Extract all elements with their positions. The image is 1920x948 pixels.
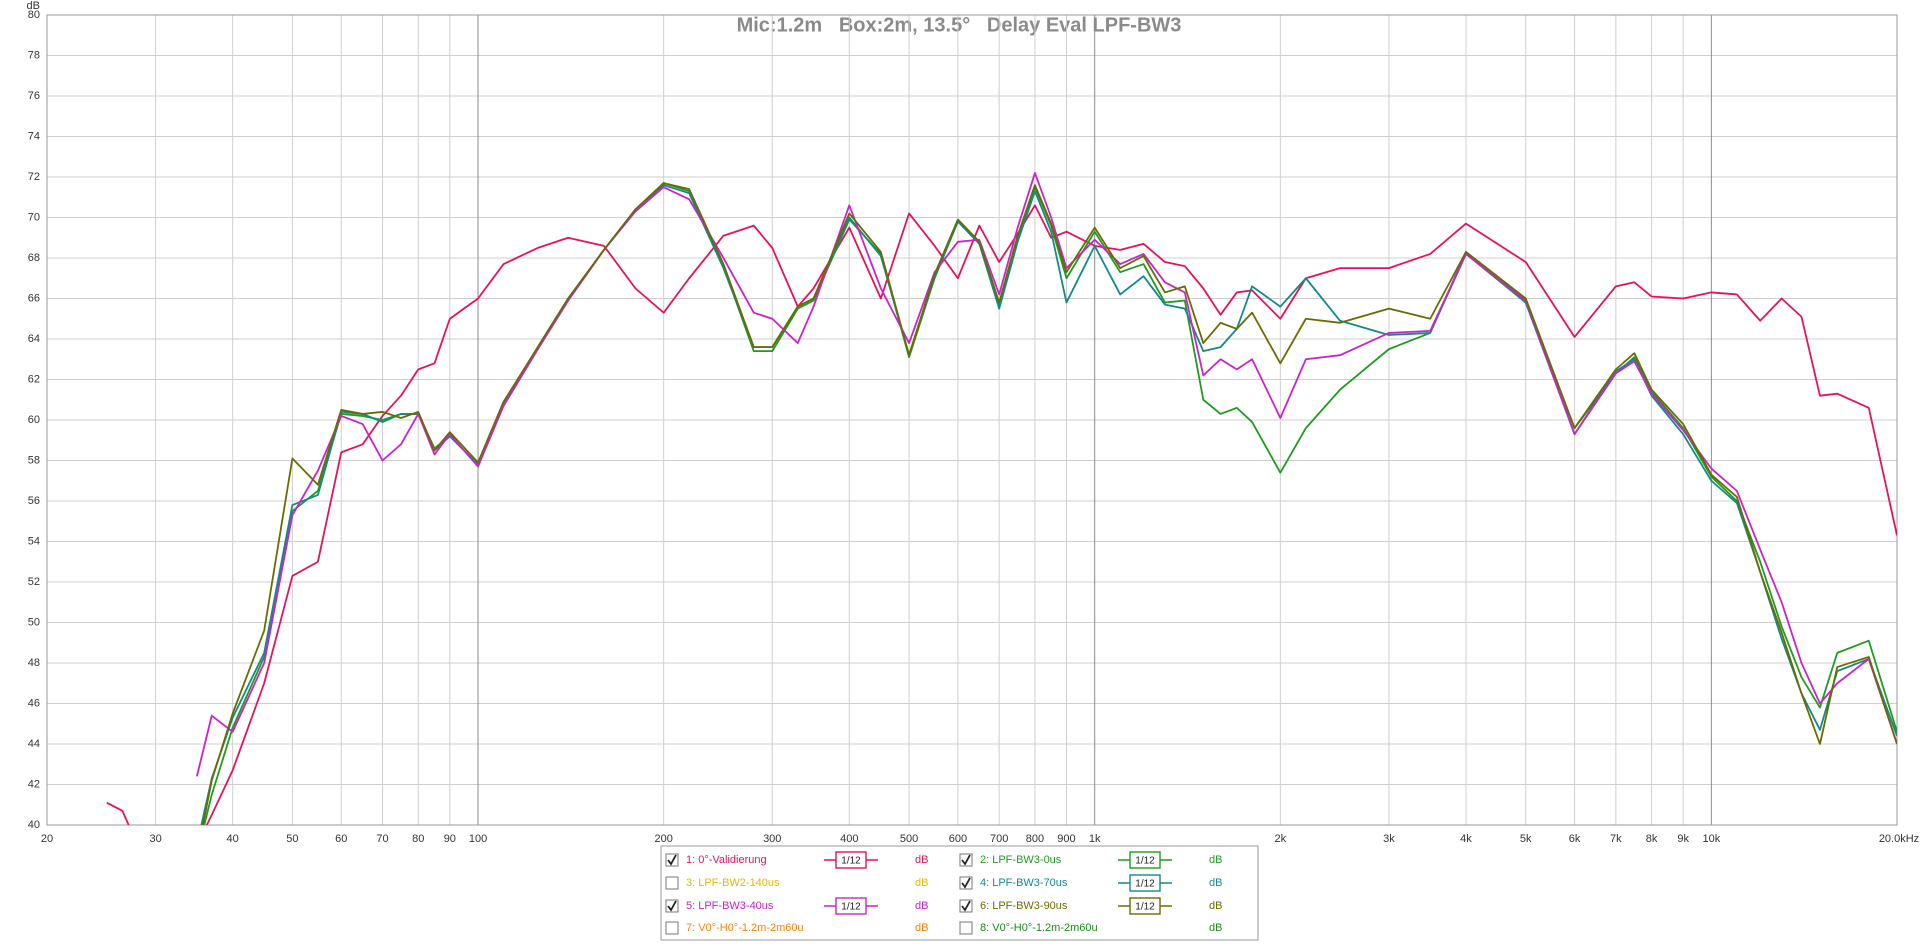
x-tick-label: 20.0kHz (1879, 833, 1919, 845)
x-tick-label: 800 (1026, 833, 1044, 845)
legend-check (667, 900, 677, 912)
series-line (195, 172, 1897, 777)
legend-unit: dB (1209, 877, 1222, 889)
legend-smoothing-box[interactable] (1129, 851, 1161, 869)
y-tick-label: 58 (28, 454, 40, 466)
legend-check (961, 854, 971, 866)
series-group (106, 172, 1897, 825)
x-tick-label: 90 (444, 833, 456, 845)
y-tick-label: 62 (28, 373, 40, 385)
legend-label: 3: LPF-BW2-140us (686, 877, 780, 889)
legend-smoothing: 1/12 (1135, 879, 1155, 890)
y-tick-label: 80 (28, 9, 40, 21)
y-tick-label: 78 (28, 49, 40, 61)
x-tick-label: 3k (1383, 833, 1395, 845)
y-tick-label: 50 (28, 616, 40, 628)
x-tick-label: 70 (376, 833, 388, 845)
x-tick-label: 700 (990, 833, 1008, 845)
legend-check (961, 900, 971, 912)
legend-smoothing-box[interactable] (835, 897, 867, 915)
legend-smoothing: 1/12 (1135, 902, 1155, 913)
x-tick-label: 50 (286, 833, 298, 845)
x-tick-label: 6k (1569, 833, 1581, 845)
y-tick-label: 64 (28, 333, 40, 345)
y-tick-label: 74 (28, 130, 40, 142)
x-tick-label: 4k (1460, 833, 1472, 845)
plot-area (46, 14, 1898, 826)
series-line (106, 204, 1897, 825)
legend-label: 8: V0°-H0°-1.2m-2m60u (980, 922, 1098, 934)
y-tick-label: 46 (28, 697, 40, 709)
legend-checkbox[interactable] (665, 921, 679, 935)
x-tick-label: 500 (900, 833, 918, 845)
y-tick-label: 44 (28, 738, 40, 750)
legend-unit: dB (915, 900, 928, 912)
legend-label: 4: LPF-BW3-70us (980, 877, 1068, 889)
legend-check (667, 854, 677, 866)
y-tick-label: 70 (28, 211, 40, 223)
series-line (201, 182, 1897, 825)
x-tick-label: 40 (227, 833, 239, 845)
x-tick-label: 600 (949, 833, 967, 845)
x-tick-label: 20 (41, 833, 53, 845)
x-tick-label: 9k (1677, 833, 1689, 845)
y-tick-label: 40 (28, 819, 40, 831)
legend-unit: dB (915, 922, 928, 934)
x-tick-label: 300 (763, 833, 781, 845)
x-tick-label: 100 (469, 833, 487, 845)
y-tick-label: 48 (28, 657, 40, 669)
y-tick-label: 52 (28, 576, 40, 588)
x-tick-label: 900 (1057, 833, 1075, 845)
chart-title: Mic:1.2m Box:2m, 13.5° Delay Eval LPF-BW… (737, 14, 1182, 36)
y-tick-label: 66 (28, 292, 40, 304)
legend-unit: dB (915, 877, 928, 889)
legend-label: 7: V0°-H0°-1.2m-2m60u (686, 922, 804, 934)
legend-unit: dB (1209, 922, 1222, 934)
x-tick-label: 200 (654, 833, 672, 845)
x-tick-label: 5k (1520, 833, 1532, 845)
y-axis-unit: dB (27, 0, 40, 12)
legend-checkbox[interactable] (959, 921, 973, 935)
legend-checkbox[interactable] (665, 876, 679, 890)
x-tick-label: 60 (335, 833, 347, 845)
y-tick-label: 54 (28, 535, 40, 547)
x-tick-label: 7k (1610, 833, 1622, 845)
legend-unit: dB (915, 854, 928, 866)
legend-smoothing-box[interactable] (1129, 897, 1161, 915)
legend-check (961, 877, 971, 889)
y-tick-label: 42 (28, 778, 40, 790)
legend-smoothing-box[interactable] (1129, 874, 1161, 892)
legend-unit: dB (1209, 900, 1222, 912)
x-tick-label: 2k (1275, 833, 1287, 845)
x-tick-label: 400 (840, 833, 858, 845)
legend-label: 5: LPF-BW3-40us (686, 900, 774, 912)
legend-unit: dB (1209, 854, 1222, 866)
x-tick-label: 80 (412, 833, 424, 845)
y-tick-label: 76 (28, 90, 40, 102)
x-tick-label: 30 (149, 833, 161, 845)
legend-smoothing: 1/12 (841, 856, 861, 867)
y-tick-label: 56 (28, 495, 40, 507)
legend-smoothing-box[interactable] (835, 851, 867, 869)
legend-label: 6: LPF-BW3-90us (980, 900, 1068, 912)
legend-label: 2: LPF-BW3-0us (980, 854, 1062, 866)
y-tick-label: 72 (28, 171, 40, 183)
x-tick-label: 10k (1702, 833, 1720, 845)
x-tick-label: 8k (1646, 833, 1658, 845)
x-tick-label: 1k (1089, 833, 1101, 845)
y-tick-label: 60 (28, 414, 40, 426)
legend-smoothing: 1/12 (841, 902, 861, 913)
y-tick-label: 68 (28, 252, 40, 264)
legend-smoothing: 1/12 (1135, 856, 1155, 867)
legend-label: 1: 0°-Validierung (686, 854, 767, 866)
